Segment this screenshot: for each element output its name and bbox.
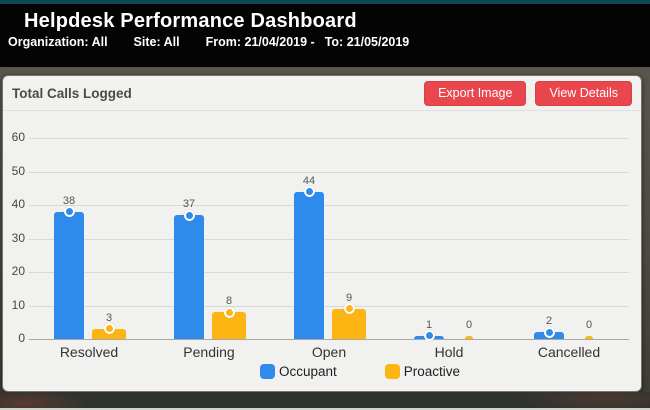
export-image-button[interactable]: Export Image [424,80,527,106]
value-label: 38 [62,194,76,207]
filter-item: To: 21/05/2019 [324,35,410,49]
total-calls-panel: Total Calls Logged Export Image View Det… [2,75,642,392]
y-axis-tick-label: 30 [11,230,25,245]
gridline [29,272,629,273]
filter-bar: Organization: All Site: All From: 21/04/20… [8,35,650,49]
bar-occupant-resolved[interactable] [54,211,84,339]
value-label: 2 [545,315,553,328]
value-label: 0 [465,319,473,331]
gridline [29,138,629,139]
gridline [29,238,629,240]
dashboard-body: Total Calls Logged Export Image View Det… [0,67,650,410]
panel-actions: Export Image View Details [424,80,632,106]
chart-legend: Occupant Proactive [41,364,650,379]
legend-swatch [384,364,400,379]
view-details-button[interactable]: View Details [535,80,632,106]
bar-proactive-cancelled[interactable] [585,336,593,339]
background-strip [0,392,650,410]
dashboard-header: Helpdesk Performance Dashboard Organizat… [0,4,650,67]
bar-occupant-pending[interactable] [174,215,204,339]
y-axis-tick-label: 20 [11,264,25,278]
legend-label: Occupant [278,364,337,379]
value-label: 8 [225,295,233,308]
category-label-resolved: Resolved [59,344,119,360]
gridline [29,205,629,206]
filter-item: Site: All [133,35,180,49]
value-label: 1 [425,318,433,331]
y-axis-tick-label: 40 [11,197,25,211]
value-label: 3 [105,311,113,324]
value-label: 9 [345,291,353,304]
y-axis-tick-label: 10 [11,297,25,312]
bar-marker-dot [63,206,75,218]
top-accent-strip [0,0,650,4]
value-label: 37 [182,198,196,211]
legend-item-proactive[interactable]: Proactive [384,364,461,379]
bar-marker-dot [223,306,235,318]
bar-marker-dot [183,209,195,221]
x-axis-line [29,339,629,340]
panel-title: Total Calls Logged [12,85,132,101]
gridline [29,305,629,307]
legend-label: Proactive [403,364,461,379]
category-label-pending: Pending [183,344,235,360]
legend-swatch [259,364,275,379]
legend-item-occupant[interactable]: Occupant [259,364,337,379]
filter-item: Organization: All [8,35,108,49]
category-label-hold: Hold [434,344,464,360]
gridline [29,171,629,173]
panel-header: Total Calls Logged Export Image View Det… [3,76,641,111]
y-axis-tick-label: 60 [11,130,25,144]
y-axis-tick-label: 50 [11,163,25,178]
category-label-open: Open [311,344,347,360]
page-title: Helpdesk Performance Dashboard [24,10,357,32]
bar-marker-dot [303,186,315,198]
value-label: 0 [585,319,593,331]
bar-marker-dot [343,303,355,315]
bar-marker-dot [423,330,435,342]
y-axis-tick-label: 0 [18,331,25,345]
category-label-cancelled: Cancelled [537,344,601,360]
chart-area: 0 10 20 30 40 50 60 38 3 Resolved 37 8 Pending 44 9 Ope… [3,110,641,391]
value-label: 44 [302,174,316,187]
bar-occupant-open[interactable] [294,191,324,339]
bar-proactive-hold[interactable] [465,336,473,339]
filter-item: From: 21/04/2019 - [205,35,315,49]
bar-marker-dot [103,323,115,335]
bar-marker-dot [543,326,555,338]
